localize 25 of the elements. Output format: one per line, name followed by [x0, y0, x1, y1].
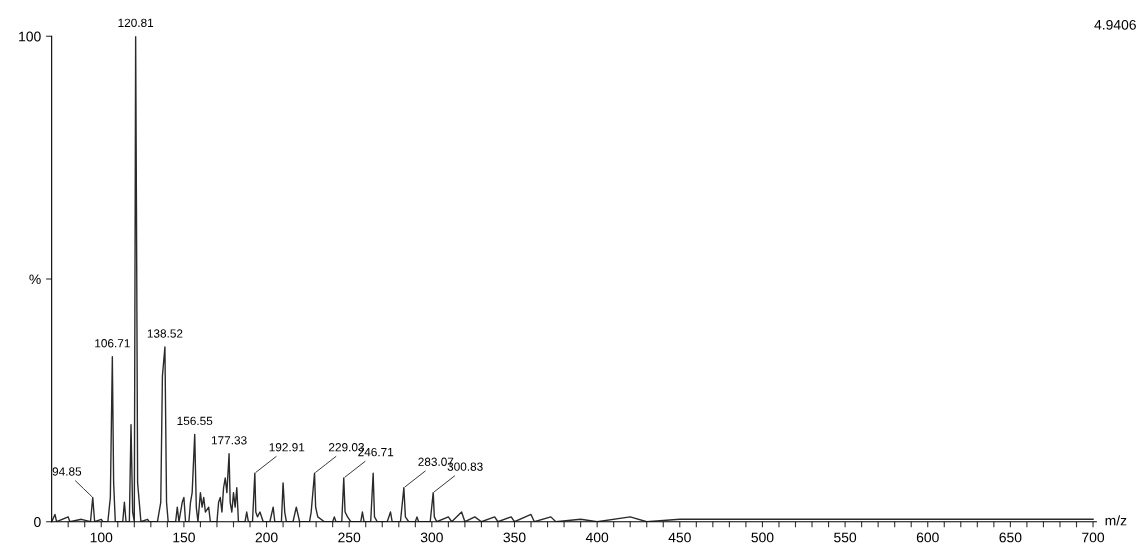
annotation: 120.81: [118, 18, 154, 27]
annotation: 94.85: [52, 467, 82, 476]
x-tick-label: 700: [1082, 532, 1105, 543]
x-tick-label: 300: [420, 532, 443, 543]
y-tick-label: %: [29, 274, 41, 285]
x-tick-label: 400: [585, 532, 609, 543]
x-tick-label: 350: [503, 532, 526, 543]
x-tick-label: 450: [668, 532, 691, 543]
x-tick-label: 250: [338, 532, 361, 543]
x-tick-label: 550: [834, 532, 857, 543]
y-tick-label: 100: [19, 31, 41, 42]
annotation: 138.52: [147, 329, 183, 338]
x-tick-label: 150: [173, 532, 195, 543]
x-axis-title: m/z: [1105, 515, 1127, 526]
annotation: 106.71: [95, 339, 130, 348]
x-tick-label: 600: [916, 532, 939, 543]
x-tick-label: 100: [90, 532, 113, 543]
y-tick-label: 0: [34, 517, 41, 527]
text: 4.9406: [1094, 19, 1136, 30]
annotation: 192.91: [269, 443, 305, 452]
annotation: 177.33: [211, 436, 247, 445]
x-tick-label: 200: [255, 532, 278, 543]
annotation: 156.55: [177, 416, 213, 426]
x-tick-label: 650: [999, 532, 1022, 543]
x-tick-label: 500: [751, 532, 774, 543]
